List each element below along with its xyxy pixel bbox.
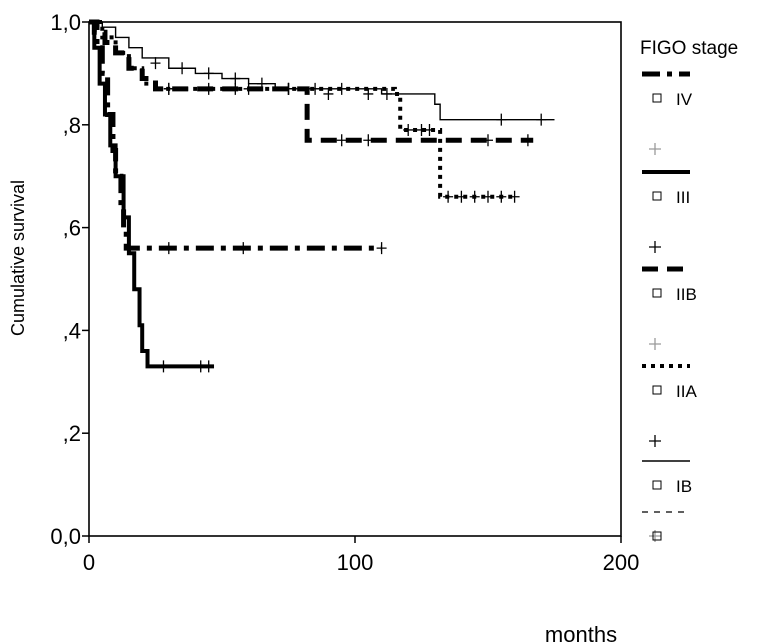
censor-mark	[522, 134, 533, 147]
survival-curve-iib	[89, 19, 534, 143]
legend-box-marker	[652, 531, 662, 541]
censor-mark	[403, 123, 414, 136]
censor-mark	[456, 190, 467, 203]
legend-box-marker	[652, 191, 662, 201]
censor-mark	[230, 72, 241, 85]
censor-mark	[323, 87, 334, 100]
censor-mark	[150, 57, 161, 70]
censor-mark	[203, 67, 214, 80]
censor-mark	[163, 82, 174, 95]
censor-mark	[363, 87, 374, 100]
censor-mark	[177, 62, 188, 75]
legend-box-marker	[652, 480, 662, 490]
survival-curve-iii	[89, 20, 215, 369]
legend-label: IIA	[676, 382, 697, 401]
legend-box-marker	[652, 288, 662, 298]
censor-mark	[536, 113, 547, 126]
y-tick-label: ,4	[63, 318, 81, 343]
y-tick-label: 0,0	[50, 524, 81, 549]
y-tick-label: ,6	[63, 216, 81, 241]
x-tick-label: 0	[83, 550, 95, 575]
survival-curve-iv	[89, 19, 382, 251]
censor-mark	[424, 123, 435, 136]
y-axis-ticks: 0,0 ,2 ,4 ,6 ,8 1,0	[50, 10, 89, 549]
x-axis-label: months	[545, 622, 617, 644]
censor-mark	[443, 190, 454, 203]
survival-curve-ib	[89, 21, 555, 121]
censor-mark	[310, 82, 321, 95]
censor-mark	[483, 190, 493, 203]
y-axis-label: Cumulative survival	[8, 180, 28, 336]
y-tick-label: ,2	[63, 421, 81, 446]
censor-mark	[230, 82, 241, 95]
legend-censor-marker	[649, 143, 661, 155]
legend-label: IIB	[676, 285, 697, 304]
censor-mark	[238, 242, 249, 255]
legend-label: IB	[676, 477, 692, 496]
legend-title: FIGO stage	[640, 38, 738, 59]
censor-mark	[203, 360, 214, 373]
censor-mark	[336, 82, 347, 95]
x-tick-label: 100	[337, 550, 374, 575]
survival-curves	[89, 19, 555, 373]
legend-label: IV	[676, 90, 693, 109]
censor-mark	[496, 190, 507, 203]
y-tick-label: ,8	[63, 113, 81, 138]
survival-curve-iia	[89, 20, 515, 199]
censor-mark	[363, 134, 374, 147]
x-tick-label: 200	[603, 550, 640, 575]
censor-mark	[163, 242, 174, 255]
censor-mark	[158, 360, 169, 373]
plot-frame	[88, 21, 622, 537]
legend-box-marker	[652, 385, 662, 395]
legend-censor-marker	[649, 338, 661, 350]
censor-mark	[256, 77, 267, 90]
legend-censor-marker	[649, 241, 661, 253]
y-tick-label: 1,0	[50, 10, 81, 35]
censor-mark	[509, 190, 520, 203]
censor-mark	[283, 82, 294, 95]
legend-box-marker	[652, 93, 662, 103]
legend-censor-marker	[649, 435, 661, 447]
x-axis-ticks: 0 100 200	[83, 536, 639, 575]
censor-mark	[469, 190, 480, 203]
legend: FIGO stage IV III IIB IIA IB	[640, 38, 738, 542]
censor-mark	[496, 113, 507, 126]
censor-mark	[336, 134, 347, 147]
censor-mark	[483, 134, 493, 147]
censor-mark	[376, 242, 387, 255]
legend-label: III	[676, 188, 690, 207]
